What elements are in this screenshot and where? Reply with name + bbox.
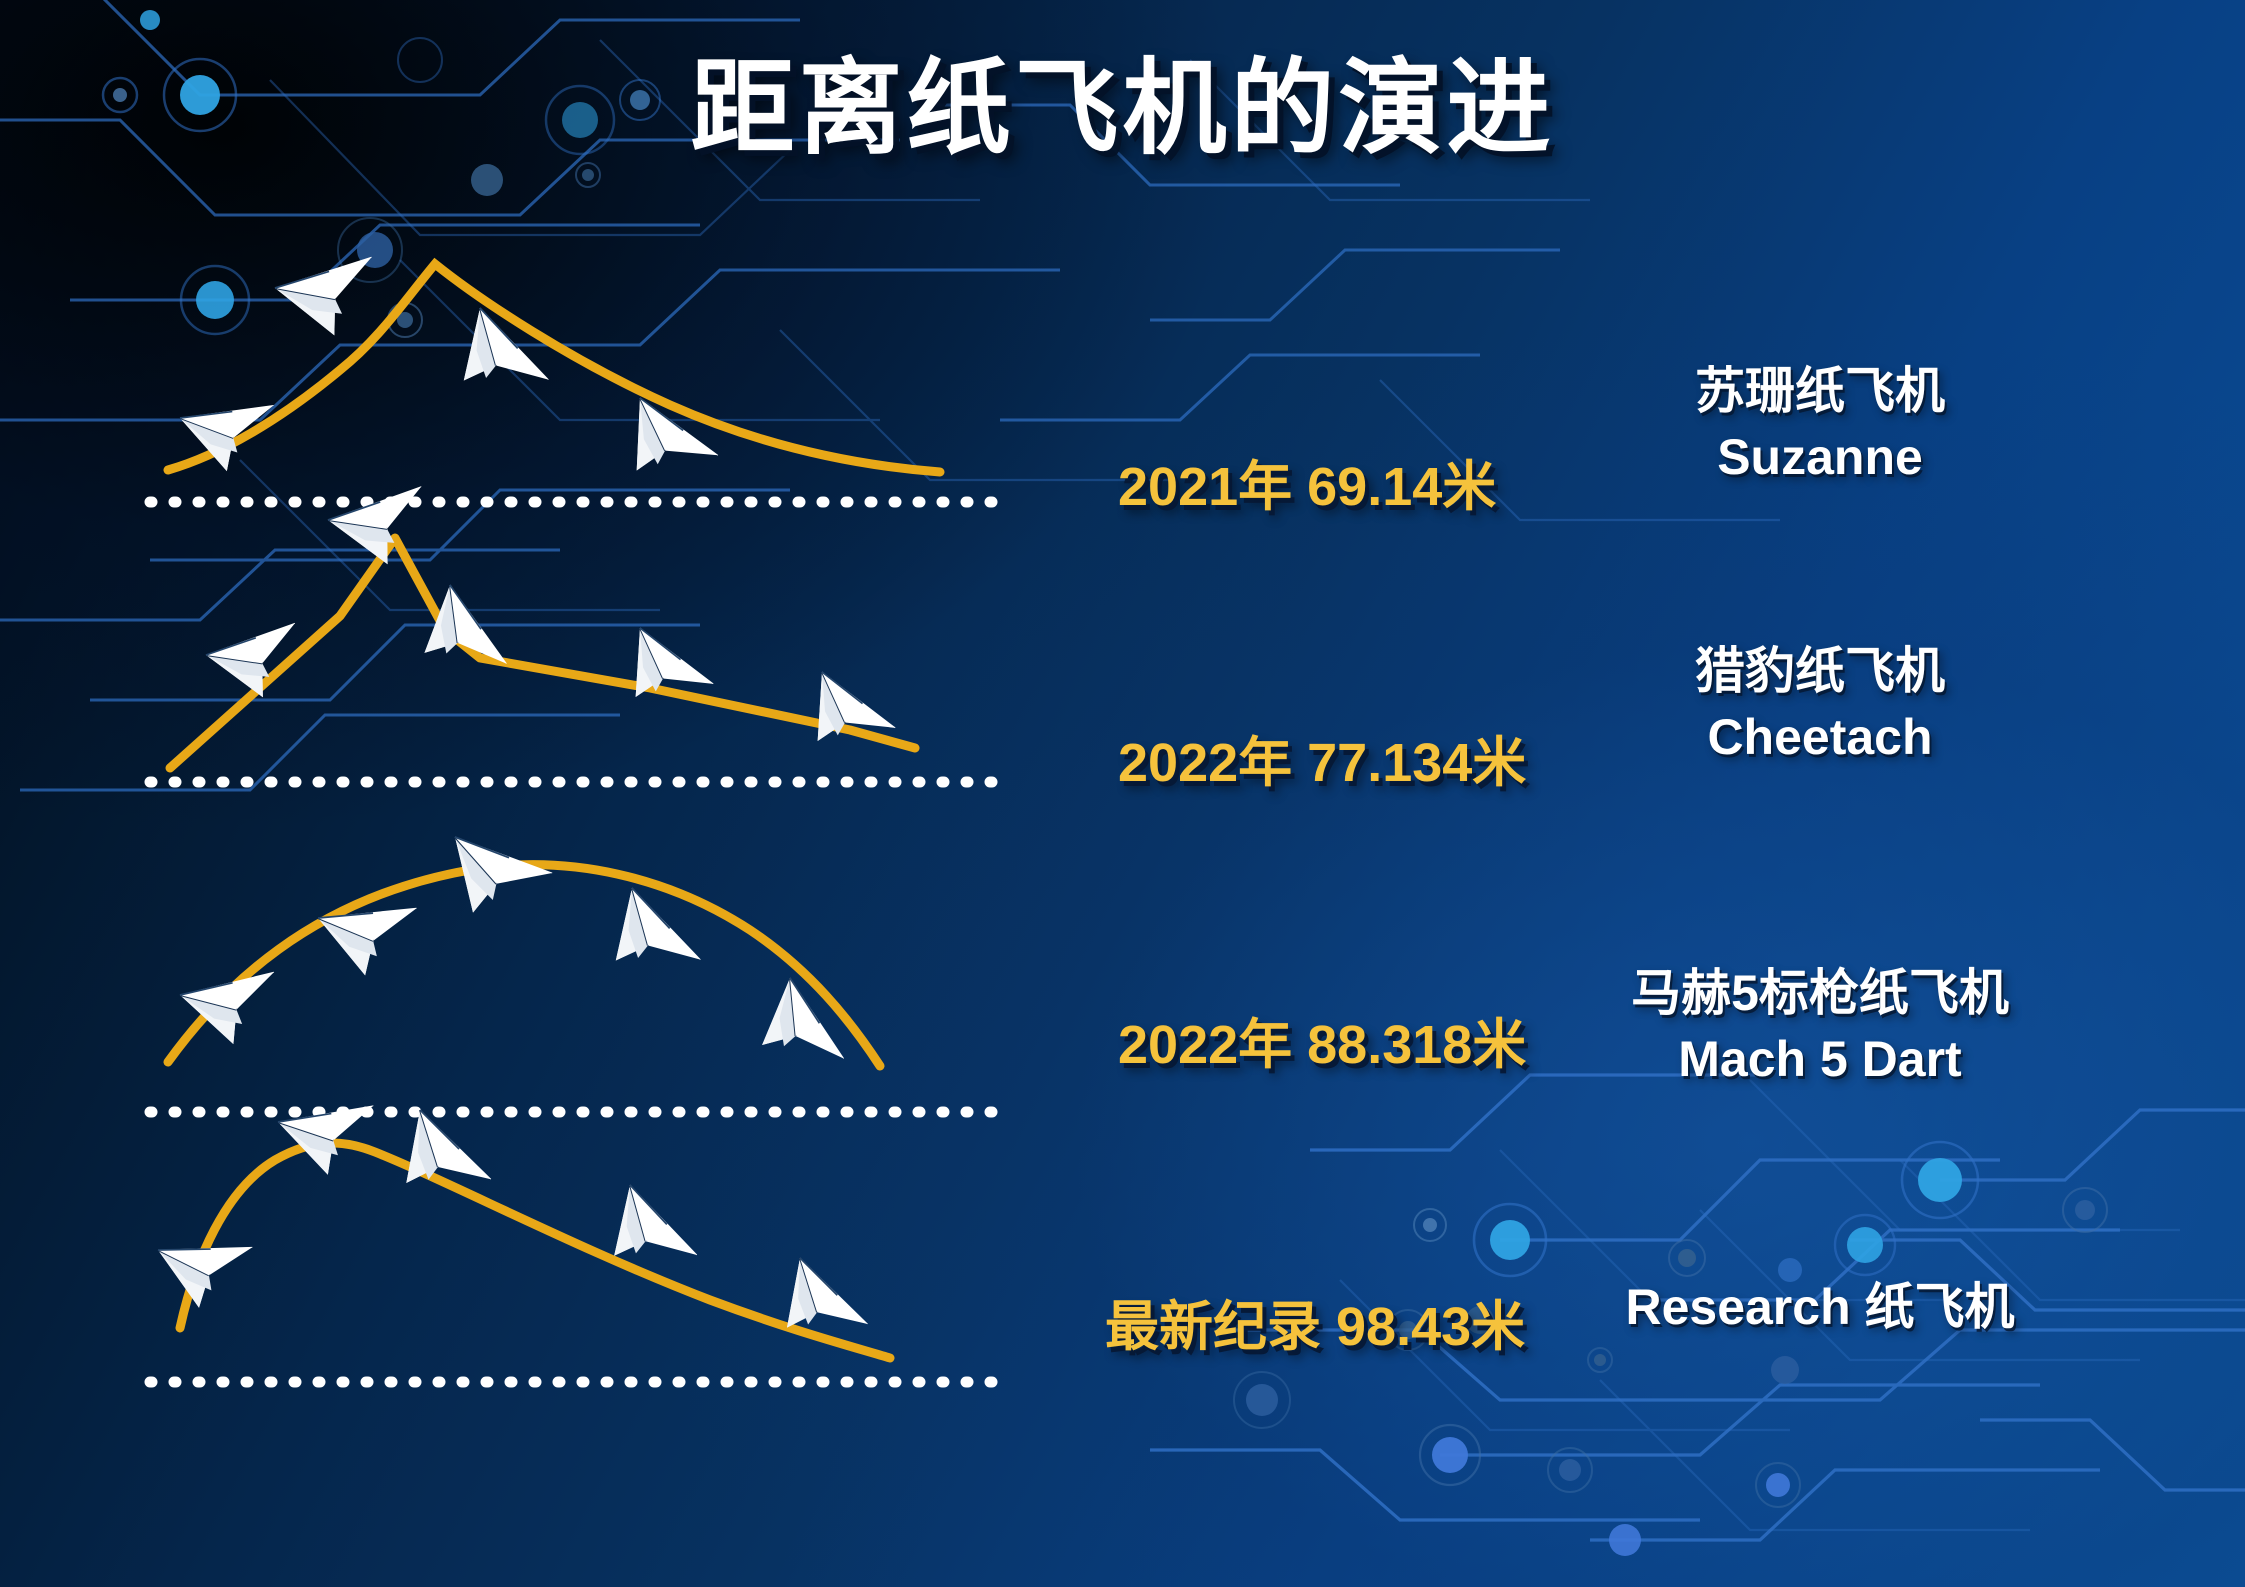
trajectory-chart-1 [144, 228, 1080, 520]
plane-icon-3-5 [747, 976, 865, 1090]
plane-icon-1-3 [447, 306, 565, 415]
plane-name-en-2: Cheetach [1707, 709, 1933, 765]
trajectory-svg-1 [144, 228, 1018, 508]
trajectory-svg-3 [144, 835, 1018, 1118]
plane-name-en-3: Mach 5 Dart [1678, 1031, 1962, 1087]
plane-name-4: Research 纸飞机 [1570, 1282, 2070, 1332]
plane-name-zh-3: 马赫5标枪纸飞机 [1631, 965, 2009, 1021]
plane-name-2: 猎豹纸飞机 Cheetach [1610, 638, 2030, 770]
flight-path-curve-4 [175, 1138, 895, 1363]
plane-name-en-1: Suzanne [1717, 429, 1923, 485]
metric-label-3: 2022年 88.318米 [1118, 1015, 1527, 1075]
metric-label-2: 2022年 77.134米 [1118, 733, 1527, 793]
plane-name-zh-4: Research 纸飞机 [1625, 1279, 2015, 1335]
flight-path-curve-1 [163, 257, 945, 477]
metric-label-4: 最新纪录 98.43米 [1105, 1297, 1526, 1357]
trajectory-svg-2 [144, 459, 1018, 788]
plane-icon-4-4 [598, 1183, 713, 1290]
plane-icon-3-1 [178, 943, 296, 1055]
trajectory-chart-4 [144, 1075, 1080, 1400]
trajectory-chart-2 [144, 459, 1080, 800]
plane-icon-2-5 [801, 671, 906, 763]
plane-name-zh-2: 猎豹纸飞机 [1695, 643, 1945, 699]
metric-label-1: 2021年 69.14米 [1118, 457, 1497, 517]
plane-name-zh-1: 苏珊纸飞机 [1695, 363, 1945, 419]
plane-icon-3-3 [453, 835, 554, 914]
plane-name-3: 马赫5标枪纸飞机 Mach 5 Dart [1580, 960, 2060, 1092]
trajectory-chart-3 [144, 835, 1080, 1130]
trajectory-svg-4 [144, 1075, 1018, 1388]
page-title: 距离纸飞机的演进 [690, 51, 1555, 167]
flight-path-curve-2 [165, 533, 920, 773]
flight-path-curve-3 [163, 860, 885, 1071]
plane-name-1: 苏珊纸飞机 Suzanne [1610, 358, 2030, 490]
plane-icon-1-4 [619, 396, 729, 492]
